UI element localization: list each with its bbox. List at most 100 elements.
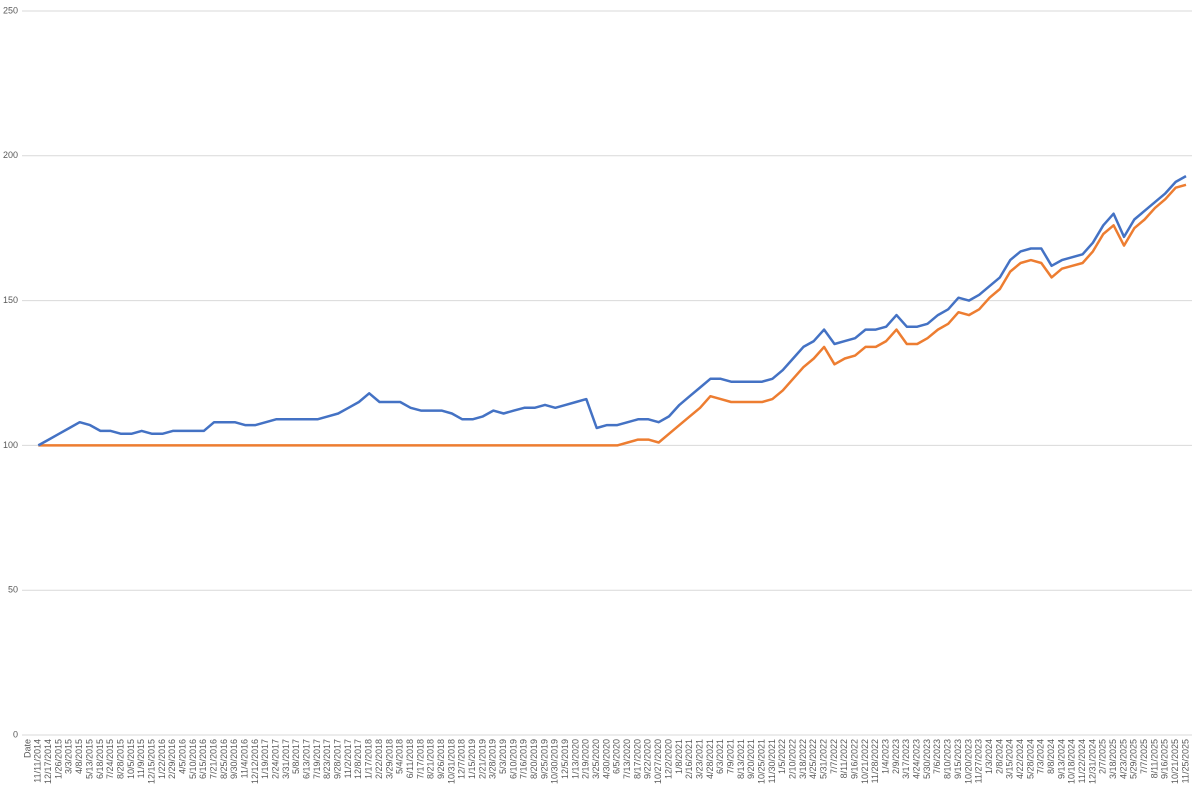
x-tick-label: 10/30/2019 bbox=[550, 739, 560, 784]
x-tick-label: 9/26/2018 bbox=[436, 739, 446, 779]
series-line bbox=[37, 175, 1187, 447]
x-tick-label: 7/7/2025 bbox=[1139, 739, 1149, 774]
x-tick-label: 12/31/2024 bbox=[1087, 739, 1097, 784]
x-tick-label: 6/3/2021 bbox=[715, 739, 725, 774]
x-tick-label: 11/2/2017 bbox=[343, 739, 353, 778]
x-tick-label: 5/29/2025 bbox=[1129, 739, 1139, 779]
y-tick-label: 250 bbox=[3, 5, 18, 15]
x-tick-label: 1/3/2024 bbox=[984, 739, 994, 774]
x-tick-label: 1/19/2017 bbox=[260, 739, 270, 779]
x-tick-label: 3/18/2022 bbox=[798, 739, 808, 779]
x-tick-label: 7/7/2022 bbox=[829, 739, 839, 774]
x-tick-label: 12/15/2015 bbox=[146, 739, 156, 784]
x-tick-label: 1/5/2022 bbox=[777, 739, 787, 774]
x-tick-label: 9/28/2017 bbox=[333, 739, 343, 779]
x-tick-label: 10/21/2025 bbox=[1170, 739, 1180, 784]
x-tick-label: 9/15/2023 bbox=[953, 739, 963, 779]
x-tick-label: 7/21/2016 bbox=[208, 739, 218, 779]
x-tick-label: 9/25/2019 bbox=[539, 739, 549, 779]
x-tick-label: 5/8/2017 bbox=[291, 739, 301, 774]
x-tick-label: 8/11/2022 bbox=[839, 739, 849, 778]
x-tick-label: 11/25/2025 bbox=[1180, 739, 1190, 783]
x-tick-label: 10/20/2023 bbox=[963, 739, 973, 784]
x-tick-label: 5/10/2016 bbox=[188, 739, 198, 779]
x-tick-label: 1/22/2016 bbox=[157, 739, 167, 779]
x-tick-label: 1/26/2015 bbox=[53, 739, 63, 779]
x-tick-label: 5/28/2024 bbox=[1025, 739, 1035, 779]
x-tick-label: 1/8/2021 bbox=[674, 739, 684, 774]
x-tick-label: 7/9/2021 bbox=[725, 739, 735, 774]
x-tick-label: 2/21/2019 bbox=[477, 739, 487, 779]
x-tick-label: 9/30/2016 bbox=[229, 739, 239, 779]
x-tick-label: 1/17/2018 bbox=[364, 739, 374, 779]
x-tick-label: 9/22/2020 bbox=[643, 739, 653, 779]
x-tick-label: 8/23/2017 bbox=[322, 739, 332, 779]
x-tick-label: 7/24/2015 bbox=[105, 739, 115, 779]
x-tick-label: 3/31/2017 bbox=[281, 739, 291, 779]
x-tick-label: 7/3/2024 bbox=[1036, 739, 1046, 774]
x-tick-label: 10/21/2022 bbox=[860, 739, 870, 784]
x-tick-label: 4/30/2020 bbox=[601, 739, 611, 779]
x-tick-label: 10/5/2015 bbox=[126, 739, 136, 779]
x-tick-label: Date bbox=[22, 739, 32, 758]
x-tick-label: 3/25/2020 bbox=[591, 739, 601, 779]
x-tick-label: 2/9/2023 bbox=[891, 739, 901, 774]
x-tick-label: 5/30/2023 bbox=[922, 739, 932, 779]
x-tick-label: 10/25/2021 bbox=[756, 739, 766, 784]
x-tick-label: 11/9/2015 bbox=[136, 739, 146, 778]
x-tick-label: 6/11/2018 bbox=[405, 739, 415, 778]
y-tick-label: 100 bbox=[3, 440, 18, 450]
y-tick-label: 150 bbox=[3, 295, 18, 305]
x-tick-label: 2/16/2021 bbox=[684, 739, 694, 779]
x-tick-label: 11/30/2021 bbox=[767, 739, 777, 783]
x-tick-label: 10/27/2020 bbox=[653, 739, 663, 784]
x-tick-label: 4/24/2023 bbox=[912, 739, 922, 779]
y-tick-label: 0 bbox=[13, 729, 18, 739]
x-tick-label: 9/16/2025 bbox=[1160, 739, 1170, 779]
x-tick-label: 3/29/2018 bbox=[384, 739, 394, 779]
x-tick-label: 3/23/2021 bbox=[694, 739, 704, 779]
x-tick-label: 3/3/2015 bbox=[64, 739, 74, 774]
x-tick-label: 8/28/2015 bbox=[115, 739, 125, 779]
x-tick-label: 4/22/2024 bbox=[1015, 739, 1025, 779]
x-tick-label: 2/7/2025 bbox=[1098, 739, 1108, 774]
x-tick-label: 6/10/2019 bbox=[508, 739, 518, 779]
x-tick-label: 8/8/2024 bbox=[1046, 739, 1056, 774]
x-tick-label: 3/17/2023 bbox=[901, 739, 911, 779]
x-tick-label: 7/16/2019 bbox=[519, 739, 529, 779]
series-line bbox=[38, 183, 1187, 447]
y-tick-label: 50 bbox=[8, 585, 18, 595]
x-tick-label: 7/13/2020 bbox=[622, 739, 632, 779]
x-tick-label: 6/13/2017 bbox=[302, 739, 312, 779]
x-tick-label: 8/17/2020 bbox=[632, 739, 642, 779]
x-tick-label: 11/22/2024 bbox=[1077, 739, 1087, 783]
x-tick-label: 4/8/2015 bbox=[74, 739, 84, 774]
x-tick-label: 4/28/2021 bbox=[705, 739, 715, 779]
x-tick-label: 3/18/2025 bbox=[1108, 739, 1118, 779]
x-tick-label: 11/28/2022 bbox=[870, 739, 880, 783]
x-tick-label: 1/4/2023 bbox=[881, 739, 891, 774]
x-tick-label: 12/2/2020 bbox=[663, 739, 673, 779]
x-tick-label: 5/3/2019 bbox=[498, 739, 508, 774]
x-tick-label: 5/4/2018 bbox=[395, 739, 405, 774]
x-tick-label: 9/13/2024 bbox=[1056, 739, 1066, 779]
x-tick-label: 4/5/2016 bbox=[177, 739, 187, 774]
y-tick-label: 200 bbox=[3, 150, 18, 160]
x-tick-label: 11/11/2014 bbox=[33, 739, 43, 783]
x-tick-label: 8/20/2019 bbox=[529, 739, 539, 779]
x-tick-label: 5/13/2015 bbox=[84, 739, 94, 779]
x-tick-label: 7/6/2023 bbox=[932, 739, 942, 774]
x-tick-label: 6/18/2015 bbox=[95, 739, 105, 779]
x-tick-label: 6/15/2016 bbox=[198, 739, 208, 779]
x-tick-label: 2/8/2024 bbox=[994, 739, 1004, 774]
x-tick-label: 2/19/2020 bbox=[581, 739, 591, 779]
x-tick-label: 2/29/2016 bbox=[167, 739, 177, 779]
x-tick-label: 2/10/2022 bbox=[787, 739, 797, 779]
x-tick-label: 3/28/2019 bbox=[488, 739, 498, 779]
x-tick-label: 10/18/2024 bbox=[1067, 739, 1077, 784]
x-tick-label: 1/13/2020 bbox=[570, 739, 580, 779]
x-tick-label: 8/21/2018 bbox=[426, 739, 436, 779]
x-tick-label: 12/7/2018 bbox=[457, 739, 467, 779]
x-tick-label: 12/12/2016 bbox=[250, 739, 260, 784]
